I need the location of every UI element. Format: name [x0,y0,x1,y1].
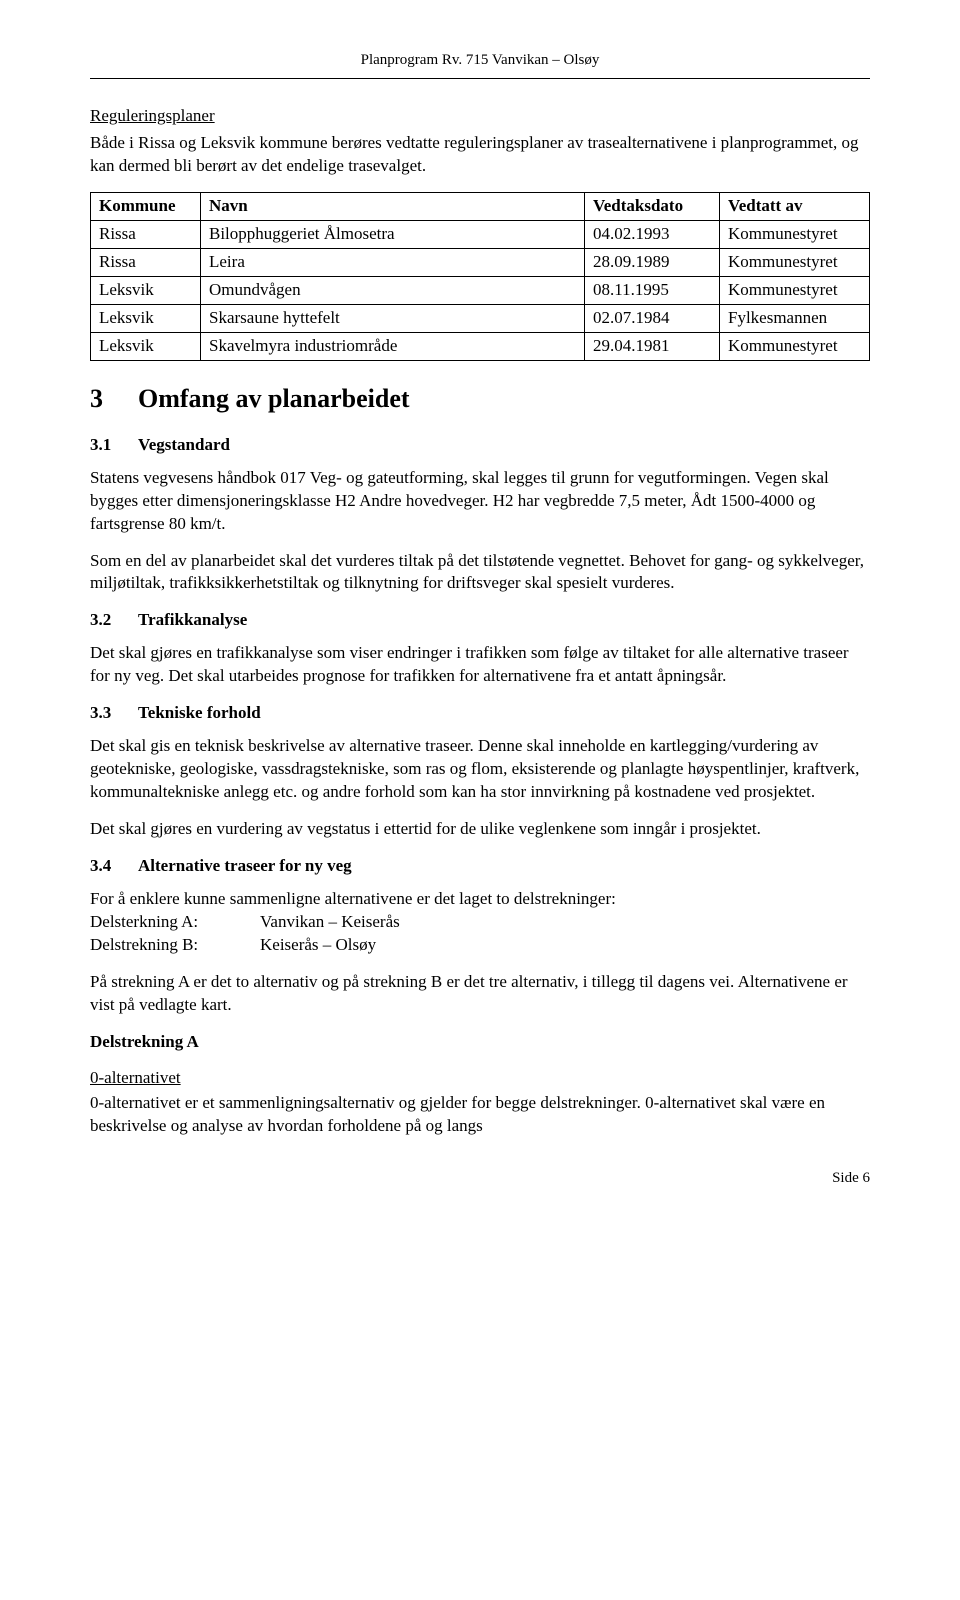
section-3-4-p2: På strekning A er det to alternativ og p… [90,971,870,1017]
table-cell: 28.09.1989 [585,248,720,276]
section-3-2-heading: 3.2Trafikkanalyse [90,609,870,632]
section-3-title: Omfang av planarbeidet [138,384,410,413]
section-3-3-heading: 3.3Tekniske forhold [90,702,870,725]
delstrekning-list: Delsterkning A: Vanvikan – Keiserås Dels… [90,911,870,957]
table-cell: Rissa [91,248,201,276]
table-row: LeksvikOmundvågen08.11.1995Kommunestyret [91,276,870,304]
section-3-4-title: Alternative traseer for ny veg [138,856,352,875]
alt0-text: 0-alternativet er et sammenligningsalter… [90,1092,870,1138]
table-cell: Omundvågen [201,276,585,304]
section-3-number: 3 [90,381,138,416]
table-cell: 08.11.1995 [585,276,720,304]
table-cell: Kommunestyret [720,332,870,360]
document-header: Planprogram Rv. 715 Vanvikan – Olsøy [90,50,870,70]
page-footer: Side 6 [90,1168,870,1188]
alt0-heading: 0-alternativet [90,1067,870,1090]
table-cell: Kommunestyret [720,221,870,249]
table-cell: Fylkesmannen [720,304,870,332]
section-3-1-p2: Som en del av planarbeidet skal det vurd… [90,550,870,596]
header-divider [90,78,870,79]
section-3-1-heading: 3.1Vegstandard [90,434,870,457]
section-3-3-p2: Det skal gjøres en vurdering av vegstatu… [90,818,870,841]
table-row: RissaLeira28.09.1989Kommunestyret [91,248,870,276]
del-a-value: Vanvikan – Keiserås [260,911,400,934]
table-cell: Leksvik [91,332,201,360]
section-3-2-number: 3.2 [90,609,138,632]
table-cell: 04.02.1993 [585,221,720,249]
table-cell: Rissa [91,221,201,249]
intro-paragraph: Både i Rissa og Leksvik kommune berøres … [90,132,870,178]
delstrekning-a-heading: Delstrekning A [90,1031,870,1054]
section-3-1-title: Vegstandard [138,435,230,454]
th-vedtaksdato: Vedtaksdato [585,193,720,221]
section-3-4-p1: For å enklere kunne sammenligne alternat… [90,888,870,911]
section-3-1-p1: Statens vegvesens håndbok 017 Veg- og ga… [90,467,870,536]
section-3-3-p1: Det skal gis en teknisk beskrivelse av a… [90,735,870,804]
table-row: RissaBilopphuggeriet Ålmosetra04.02.1993… [91,221,870,249]
table-cell: Leksvik [91,276,201,304]
table-cell: Skarsaune hyttefelt [201,304,585,332]
section-3-2-p1: Det skal gjøres en trafikkanalyse som vi… [90,642,870,688]
table-cell: Kommunestyret [720,248,870,276]
section-3-heading: 3Omfang av planarbeidet [90,381,870,416]
section-3-4-heading: 3.4Alternative traseer for ny veg [90,855,870,878]
table-cell: Leira [201,248,585,276]
th-kommune: Kommune [91,193,201,221]
table-header-row: Kommune Navn Vedtaksdato Vedtatt av [91,193,870,221]
section-3-1-number: 3.1 [90,434,138,457]
table-cell: Leksvik [91,304,201,332]
table-cell: Skavelmyra industriområde [201,332,585,360]
th-navn: Navn [201,193,585,221]
del-b-value: Keiserås – Olsøy [260,934,376,957]
table-cell: 02.07.1984 [585,304,720,332]
section-3-3-number: 3.3 [90,702,138,725]
del-b-label: Delstrekning B: [90,934,260,957]
table-cell: 29.04.1981 [585,332,720,360]
section-3-3-title: Tekniske forhold [138,703,261,722]
table-cell: Kommunestyret [720,276,870,304]
section-3-4-number: 3.4 [90,855,138,878]
del-a-label: Delsterkning A: [90,911,260,934]
table-row: LeksvikSkarsaune hyttefelt02.07.1984Fylk… [91,304,870,332]
intro-heading: Reguleringsplaner [90,105,870,128]
table-cell: Bilopphuggeriet Ålmosetra [201,221,585,249]
section-3-2-title: Trafikkanalyse [138,610,247,629]
vedtak-table: Kommune Navn Vedtaksdato Vedtatt av Riss… [90,192,870,361]
table-row: LeksvikSkavelmyra industriområde29.04.19… [91,332,870,360]
th-vedtatt-av: Vedtatt av [720,193,870,221]
